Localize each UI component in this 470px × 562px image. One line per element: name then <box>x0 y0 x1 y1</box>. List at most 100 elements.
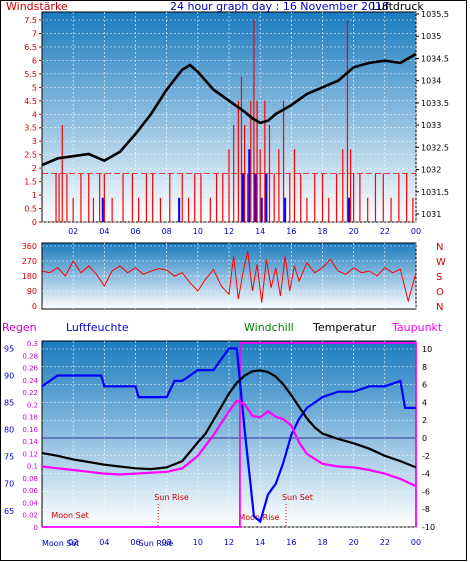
rain-y-tick-label: 0.1 <box>27 463 38 471</box>
x-tick-label: 00 <box>411 227 421 236</box>
legend-humidity: Luftfeuchte <box>66 321 129 334</box>
x-tick-label: 02 <box>68 538 78 547</box>
pressure-line <box>41 52 417 167</box>
astro-annotations: Moon Set Sun Rise Moon Rise Sun Set Moon Set… <box>42 493 313 548</box>
wind-y-tick-label: 0 <box>32 218 37 227</box>
x-tick-label: 20 <box>349 227 359 236</box>
pressure-series <box>41 52 417 167</box>
humidity-y-tick-label: 70 <box>4 480 14 489</box>
compass-label: W <box>436 257 446 268</box>
x-tick-label: 22 <box>380 538 390 547</box>
temp-y-tick-label: 0 <box>422 434 427 443</box>
x-ticks-bottom: 02 04 06 08 10 12 14 16 18 20 22 00 <box>68 538 421 547</box>
x-tick-label: 18 <box>317 227 327 236</box>
temperature-line <box>41 369 417 471</box>
temp-y-tick-label: 6 <box>422 381 427 390</box>
rain-y-tick-label: 0.22 <box>22 389 38 397</box>
x-tick-label: 22 <box>380 227 390 236</box>
legend-windchill: Windchill <box>244 321 294 334</box>
humidity-y-tick-label: 95 <box>4 344 14 353</box>
wind-y-tick-label: 1 <box>32 191 37 200</box>
wind-y-tick-label: 1.5 <box>24 178 37 187</box>
pressure-y-tick-label: 1032 <box>421 166 441 175</box>
wind-axis-label: Windstärke <box>6 0 68 13</box>
rain-y-tick-label: 0.04 <box>22 499 38 507</box>
rain-y-tick-label: 0 <box>34 524 38 532</box>
wind-y-tick-label: 4 <box>32 110 37 119</box>
pressure-axis-label: Luftdruck <box>372 0 424 13</box>
astro-annotation-label: Moon Rise <box>238 513 279 522</box>
astro-annotation-label: Sun Rise <box>139 539 174 548</box>
temp-humidity-series <box>41 342 417 528</box>
wind-y-tick-label: 7 <box>32 29 37 38</box>
chart-title: 24 hour graph day : 16 November 2018 <box>170 0 389 13</box>
x-tick-label: 14 <box>255 227 265 236</box>
wind-y-tick-label: 5.5 <box>24 70 37 79</box>
rain-y-tick-label: 0.24 <box>22 377 38 385</box>
wind-series <box>42 20 416 222</box>
pressure-y-tick-label: 1031 <box>421 210 441 219</box>
compass-label: O <box>436 287 444 298</box>
rain-y-tick-label: 0.3 <box>27 340 38 348</box>
compass-label: N <box>436 242 443 253</box>
rain-y-tick-label: 0.26 <box>22 365 38 373</box>
direction-y-tick-label: 270 <box>22 257 37 266</box>
x-tick-label: 04 <box>99 538 109 547</box>
x-tick-label: 10 <box>193 227 203 236</box>
humidity-y-tick-label: 85 <box>4 399 14 408</box>
wind-pressure-grid <box>42 12 417 223</box>
pressure-y-tick-label: 1031.5 <box>421 188 449 197</box>
temp-y-tick-label: 10 <box>422 345 432 354</box>
humidity-line <box>41 347 416 524</box>
rain-line <box>42 342 417 528</box>
wind-y-tick-label: 2 <box>32 164 37 173</box>
wind-y-tick-label: 5 <box>32 83 37 92</box>
temp-y-tick-label: -2 <box>422 452 430 461</box>
temp-y-tick-label: -10 <box>422 523 435 532</box>
x-tick-label: 18 <box>317 538 327 547</box>
legend-temperature: Temperatur <box>312 321 377 334</box>
x-tick-label: 10 <box>193 538 203 547</box>
pressure-y-tick-label: 1033 <box>421 121 441 130</box>
astro-annotation-label: Moon Set <box>42 539 79 548</box>
wind-y-tick-label: 2.5 <box>24 151 37 160</box>
legend-dewpoint: Taupunkt <box>391 321 443 334</box>
x-tick-label: 06 <box>130 538 140 547</box>
x-tick-label: 06 <box>130 227 140 236</box>
pressure-y-tick-label: 1034 <box>421 77 441 86</box>
humidity-y-tick-label: 75 <box>4 453 14 462</box>
x-tick-label: 08 <box>162 227 172 236</box>
x-tick-label: 02 <box>68 227 78 236</box>
humidity-y-tick-label: 65 <box>4 507 14 516</box>
temp-y-ticks: -10 -8 -6 -4 -2 0 2 4 6 8 10 <box>422 345 435 532</box>
x-tick-label: 04 <box>99 227 109 236</box>
rain-y-tick-label: 0.06 <box>22 487 38 495</box>
x-tick-label: 16 <box>286 538 296 547</box>
direction-y-ticks: 0 90 180 270 360 <box>22 242 37 311</box>
x-tick-label: 14 <box>255 538 265 547</box>
rain-y-tick-label: 0.02 <box>22 512 38 520</box>
temp-y-tick-label: 2 <box>422 416 427 425</box>
humidity-y-ticks: 65 70 75 80 85 90 95 <box>4 344 14 515</box>
wind-y-tick-label: 3.5 <box>24 124 37 133</box>
dewpoint-line <box>41 399 417 488</box>
temp-y-tick-label: -8 <box>422 505 430 514</box>
direction-y-tick-label: 90 <box>27 287 37 296</box>
wind-y-tick-label: 7.5 <box>24 16 37 25</box>
pressure-y-ticks: 1031 1031.5 1032 1032.5 1033 1033.5 1034 1034.5… <box>416 10 449 219</box>
x-ticks-top: 02 04 06 08 10 12 14 16 18 20 22 00 <box>68 227 421 236</box>
temp-y-tick-label: -6 <box>422 487 430 496</box>
wind-direction-series <box>41 250 417 303</box>
legend-rain: Regen <box>2 321 37 334</box>
rain-y-tick-label: 0.28 <box>22 352 38 360</box>
wind-y-tick-label: 4.5 <box>24 97 37 106</box>
wind-direction-line <box>41 250 417 303</box>
wind-y-tick-label: 0.5 <box>24 205 37 214</box>
pressure-y-tick-label: 1033.5 <box>421 99 449 108</box>
rain-y-tick-label: 0.08 <box>22 475 38 483</box>
x-tick-label: 12 <box>224 538 234 547</box>
wind-y-ticks: 0 0.5 1 1.5 2 2.5 3 3.5 4 4.5 5 5.5 6 6.5 7 7.5 <box>24 16 42 227</box>
